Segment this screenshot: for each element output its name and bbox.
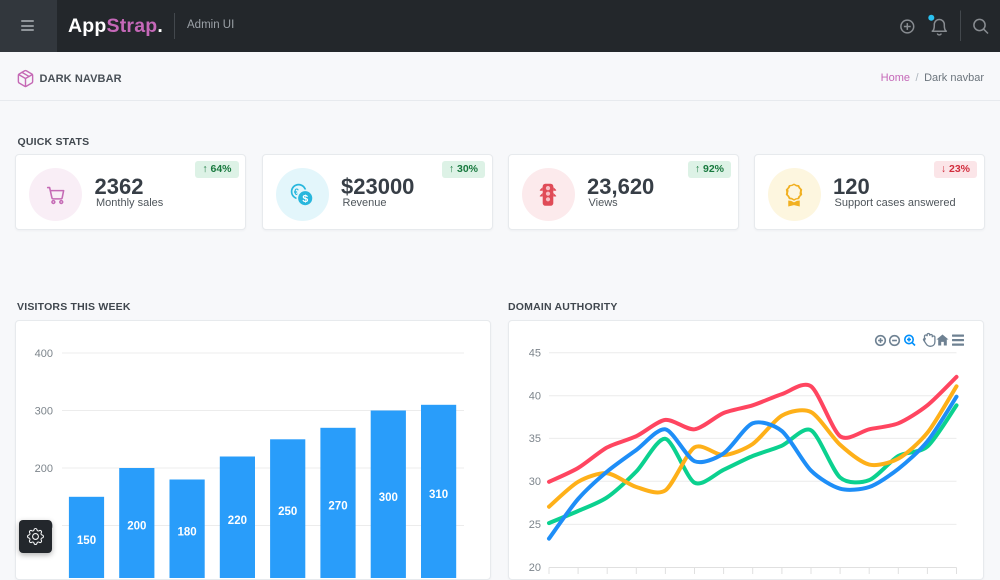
svg-text:40: 40 (529, 391, 541, 403)
svg-text:25: 25 (529, 519, 541, 531)
svg-text:220: 220 (228, 515, 247, 527)
svg-text:300: 300 (379, 492, 398, 504)
svg-text:20: 20 (529, 562, 541, 574)
svg-text:270: 270 (328, 500, 347, 512)
svg-text:35: 35 (529, 433, 541, 445)
svg-text:250: 250 (278, 506, 297, 518)
svg-text:400: 400 (35, 348, 53, 360)
svg-text:$: $ (302, 193, 308, 205)
svg-text:310: 310 (429, 489, 448, 501)
svg-text:300: 300 (35, 405, 53, 417)
svg-text:200: 200 (35, 463, 53, 475)
svg-text:€: € (294, 186, 299, 196)
svg-text:30: 30 (529, 476, 541, 488)
svg-text:150: 150 (77, 535, 96, 547)
svg-text:45: 45 (529, 348, 541, 360)
svg-text:200: 200 (127, 521, 146, 533)
svg-text:180: 180 (178, 526, 197, 538)
